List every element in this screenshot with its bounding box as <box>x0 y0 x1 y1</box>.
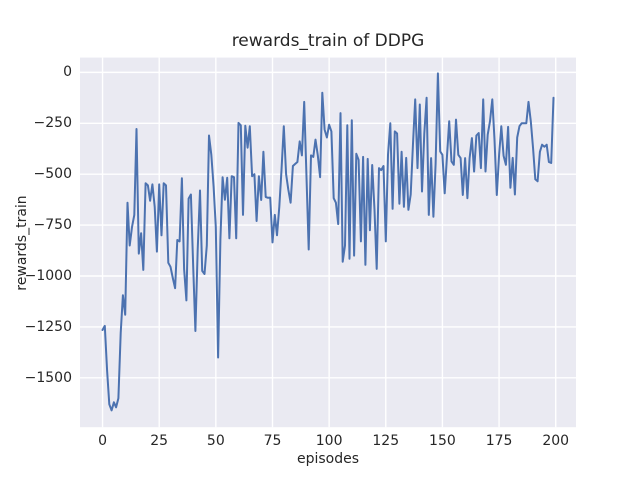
y-tick-label: 0 <box>63 64 72 81</box>
x-tick-label: 175 <box>485 433 513 450</box>
y-tick-label: −1250 <box>24 318 72 335</box>
y-tick-label: −1500 <box>24 369 72 386</box>
x-tick-label: 75 <box>263 433 282 450</box>
reward-line-series <box>101 72 555 412</box>
plot-area <box>80 57 576 428</box>
y-axis-label: rewards_train <box>14 195 30 291</box>
x-tick-label: 25 <box>150 433 169 450</box>
y-tick-label: −500 <box>33 166 72 183</box>
chart-title: rewards_train of DDPG <box>231 31 425 51</box>
y-tick-label: −750 <box>33 217 72 234</box>
y-tick-label: −1000 <box>24 268 72 284</box>
x-tick-label: 50 <box>206 433 225 450</box>
x-tick-label: 125 <box>372 433 400 450</box>
y-tick-label: −250 <box>33 115 72 132</box>
x-tick-label: 100 <box>315 433 343 450</box>
x-tick-label: 0 <box>98 433 107 450</box>
x-tick-label: 200 <box>542 433 570 450</box>
x-axis-label: episodes <box>296 451 360 467</box>
x-tick-label: 150 <box>429 433 456 450</box>
